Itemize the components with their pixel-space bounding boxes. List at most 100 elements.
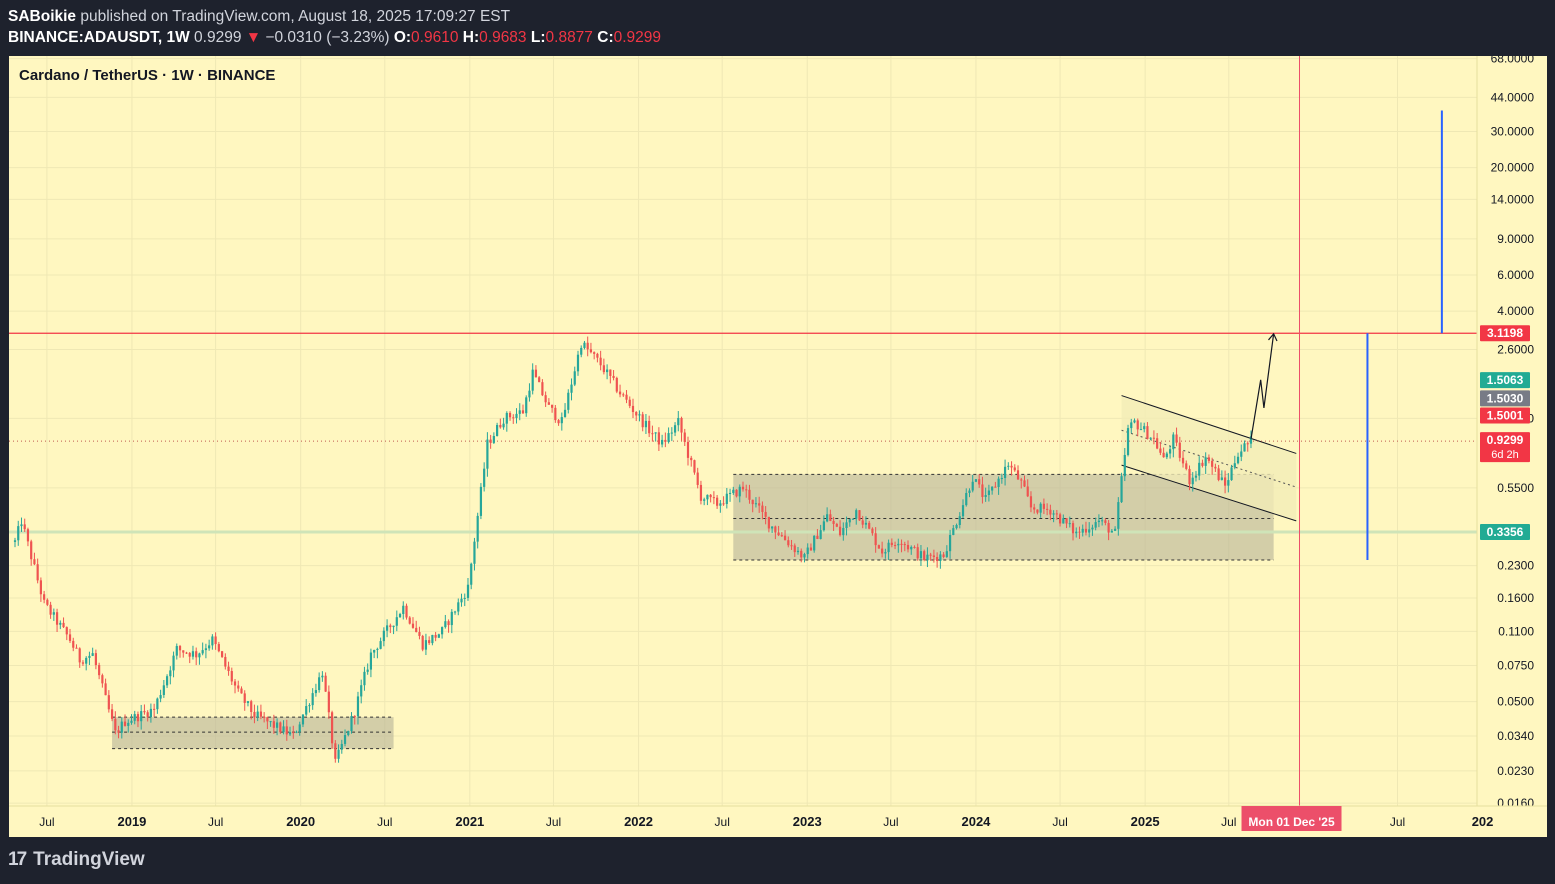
candle-body (272, 721, 275, 728)
candle-body (1094, 522, 1097, 528)
candle-body (107, 695, 110, 710)
candle-body (463, 597, 466, 599)
candle-body (318, 677, 321, 691)
candle-body (580, 347, 583, 355)
time-tick-label: Jul (1052, 815, 1067, 829)
candle-body (1236, 456, 1240, 464)
candle-body (460, 598, 463, 603)
candle-body (75, 647, 78, 649)
candle-body (1191, 477, 1194, 485)
candle-body (389, 625, 392, 628)
candle-body (110, 709, 114, 719)
candle-body (554, 407, 557, 421)
candle-body (120, 721, 123, 733)
candle-body (767, 516, 770, 529)
candle-body (1104, 520, 1107, 523)
consolidation-zone (112, 717, 394, 749)
chart-frame[interactable]: 68.0000 44.0000 30.0000 20.0000 14.0000 9.000… (9, 56, 1547, 837)
candle-body (1130, 422, 1133, 429)
price-badge (1480, 372, 1530, 389)
candle-body (1007, 465, 1010, 467)
candle-body (405, 605, 408, 618)
candle-body (88, 655, 91, 658)
candle-body (230, 671, 233, 682)
candle-body (175, 646, 178, 656)
candle-body (897, 543, 900, 546)
candle-body (913, 546, 916, 548)
candle-body (1149, 437, 1152, 439)
candle-body (761, 505, 764, 512)
candle-body (91, 653, 94, 656)
candle-body (583, 342, 586, 348)
candle-body (978, 479, 981, 485)
candle-body (618, 391, 622, 395)
candle-body (1152, 437, 1156, 439)
candle-body (813, 535, 816, 551)
candle-body (169, 670, 172, 677)
candle-body (243, 693, 246, 703)
candle-body (570, 384, 573, 393)
projection-path (1250, 333, 1275, 440)
candle-body (615, 377, 618, 392)
symbol-name[interactable]: BINANCE:ADAUSDT (8, 29, 158, 46)
candle-body (832, 520, 835, 524)
candle-body (305, 706, 308, 715)
symbol-line: BINANCE:ADAUSDT, 1W 0.9299 ▼ −0.0310 (−3… (8, 29, 662, 46)
price-tick-label: 44.0000 (1491, 90, 1535, 104)
candle-body (777, 532, 780, 536)
candle-body (974, 479, 978, 482)
candle-body (644, 420, 648, 428)
candle-body (13, 540, 17, 542)
candle-body (635, 412, 638, 416)
price-badge-label: 1.5030 (1487, 391, 1524, 405)
candle-body (997, 478, 1000, 487)
candle-body (156, 698, 159, 710)
tradingview-logo-icon: 17 (8, 849, 27, 870)
candle-body (1055, 513, 1058, 515)
candle-body (327, 691, 330, 713)
candle-body (343, 735, 347, 744)
candle-body (858, 510, 861, 521)
candle-body (748, 489, 751, 500)
candle-body (557, 420, 560, 424)
candle-body (1139, 429, 1143, 431)
candle-body (1071, 523, 1075, 534)
down-arrow-icon: ▼ (245, 29, 262, 46)
candle-body (263, 716, 266, 718)
price-tick-label: 6.0000 (1497, 268, 1534, 282)
candles-group (13, 336, 1253, 763)
candle-body (965, 492, 968, 506)
candle-body (800, 550, 803, 558)
candle-body (842, 528, 845, 536)
candle-body (321, 675, 324, 678)
candle-body (1172, 434, 1175, 450)
publisher-name[interactable]: SABoikie (8, 8, 77, 25)
price-tick-label: 68.0000 (1491, 56, 1535, 66)
candle-body (49, 604, 52, 615)
price-badge (1480, 432, 1530, 463)
candle-body (1113, 528, 1117, 531)
price-badge (1480, 390, 1530, 407)
price-chart[interactable]: 68.0000 44.0000 30.0000 20.0000 14.0000 9.000… (9, 56, 1547, 837)
candle-body (593, 352, 596, 354)
candle-body (431, 634, 434, 644)
candle-body (900, 543, 903, 545)
price-tick-label: 4.0000 (1497, 304, 1534, 318)
interval-label[interactable]: 1W (166, 29, 190, 46)
candle-body (330, 712, 334, 744)
candle-body (227, 666, 230, 672)
candle-body (1126, 428, 1130, 455)
candle-body (85, 657, 88, 664)
candle-body (1246, 443, 1249, 445)
candle-body (968, 490, 971, 493)
chart-legend[interactable]: Cardano / TetherUS · 1W · BINANCE (19, 67, 276, 84)
candle-body (877, 545, 880, 549)
candle-body (987, 490, 990, 496)
high-label: H: (462, 29, 480, 46)
candle-body (1065, 518, 1068, 524)
candle-body (716, 497, 719, 506)
price-tick-label: 0.1600 (1497, 591, 1534, 605)
candle-body (1198, 462, 1201, 476)
candle-body (17, 526, 20, 541)
candle-body (1120, 476, 1123, 503)
